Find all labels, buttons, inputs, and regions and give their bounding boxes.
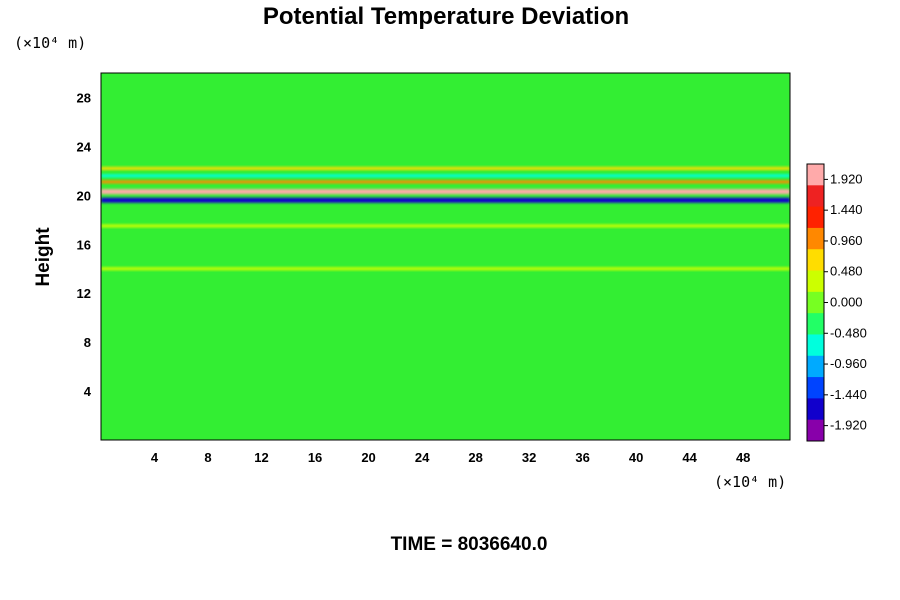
x-tick-label-10: 44 bbox=[682, 450, 697, 465]
time-label: TIME = 8036640.0 bbox=[391, 534, 548, 555]
x-tick-label-9: 40 bbox=[629, 450, 643, 465]
y-tick-label-2: 12 bbox=[77, 286, 91, 301]
colorbar-tick-label-8: -1.920 bbox=[830, 418, 867, 433]
colorbar-tick-label-7: -1.440 bbox=[830, 387, 867, 402]
feature-band-0 bbox=[101, 189, 790, 195]
y-axis-label: Height bbox=[33, 227, 54, 287]
colorbar-segment-3 bbox=[807, 227, 824, 250]
colorbar-tick-label-5: -0.480 bbox=[830, 325, 867, 340]
x-tick-label-2: 12 bbox=[254, 450, 268, 465]
x-tick-label-11: 48 bbox=[736, 450, 750, 465]
x-tick-label-8: 36 bbox=[575, 450, 589, 465]
y-tick-label-4: 20 bbox=[77, 188, 91, 203]
colorbar-segment-12 bbox=[807, 419, 824, 442]
x-axis-unit: (×10⁴ m) bbox=[714, 473, 786, 491]
colorbar-segment-6 bbox=[807, 291, 824, 314]
feature-band-5 bbox=[101, 224, 790, 228]
colorbar bbox=[806, 163, 825, 442]
colorbar-segment-4 bbox=[807, 249, 824, 272]
colorbar-tick-labels: 1.920 1.440 0.960 0.480 0.000 -0.480 -0.960 -1.… bbox=[824, 171, 867, 433]
plot-frame bbox=[100, 72, 791, 441]
x-tick-label-6: 28 bbox=[468, 450, 482, 465]
colorbar-segment-5 bbox=[807, 270, 824, 293]
x-tick-labels: 4 8 12 16 20 24 28 32 36 40 44 48 bbox=[151, 450, 751, 465]
field-background bbox=[101, 73, 790, 440]
y-tick-label-5: 24 bbox=[77, 139, 92, 154]
colorbar-segment-8 bbox=[807, 334, 824, 357]
y-tick-label-3: 16 bbox=[77, 237, 91, 252]
feature-band-6 bbox=[101, 267, 790, 271]
colorbar-tick-label-3: 0.480 bbox=[830, 264, 863, 279]
feature-band-2 bbox=[101, 180, 790, 184]
y-axis-unit: (×10⁴ m) bbox=[14, 34, 86, 52]
colorbar-segment-2 bbox=[807, 206, 824, 229]
colorbar-tick-label-4: 0.000 bbox=[830, 295, 863, 310]
colorbar-tick-label-0: 1.920 bbox=[830, 171, 863, 186]
chart-title: Potential Temperature Deviation bbox=[263, 3, 629, 30]
feature-band-3 bbox=[101, 174, 790, 178]
field-features bbox=[101, 166, 790, 271]
y-tick-labels: 4 8 12 16 20 24 28 bbox=[77, 90, 92, 399]
x-tick-label-1: 8 bbox=[204, 450, 211, 465]
x-tick-label-0: 4 bbox=[151, 450, 159, 465]
colorbar-tick-label-2: 0.960 bbox=[830, 233, 863, 248]
x-tick-label-7: 32 bbox=[522, 450, 536, 465]
x-tick-label-5: 24 bbox=[415, 450, 430, 465]
feature-band-1 bbox=[101, 197, 790, 203]
x-tick-label-4: 20 bbox=[361, 450, 375, 465]
colorbar-tick-label-1: 1.440 bbox=[830, 202, 863, 217]
colorbar-segment-9 bbox=[807, 355, 824, 378]
y-tick-label-6: 28 bbox=[77, 90, 91, 105]
colorbar-tick-label-6: -0.960 bbox=[830, 356, 867, 371]
colorbar-segment-0 bbox=[807, 164, 824, 186]
heatmap-field bbox=[101, 73, 790, 440]
colorbar-segment-11 bbox=[807, 398, 824, 421]
y-tick-label-0: 4 bbox=[84, 384, 92, 399]
y-tick-label-1: 8 bbox=[84, 335, 91, 350]
colorbar-segment-1 bbox=[807, 185, 824, 208]
feature-band-4 bbox=[101, 166, 790, 170]
colorbar-segment-10 bbox=[807, 377, 824, 399]
x-tick-label-3: 16 bbox=[308, 450, 322, 465]
colorbar-segment-7 bbox=[807, 313, 824, 335]
